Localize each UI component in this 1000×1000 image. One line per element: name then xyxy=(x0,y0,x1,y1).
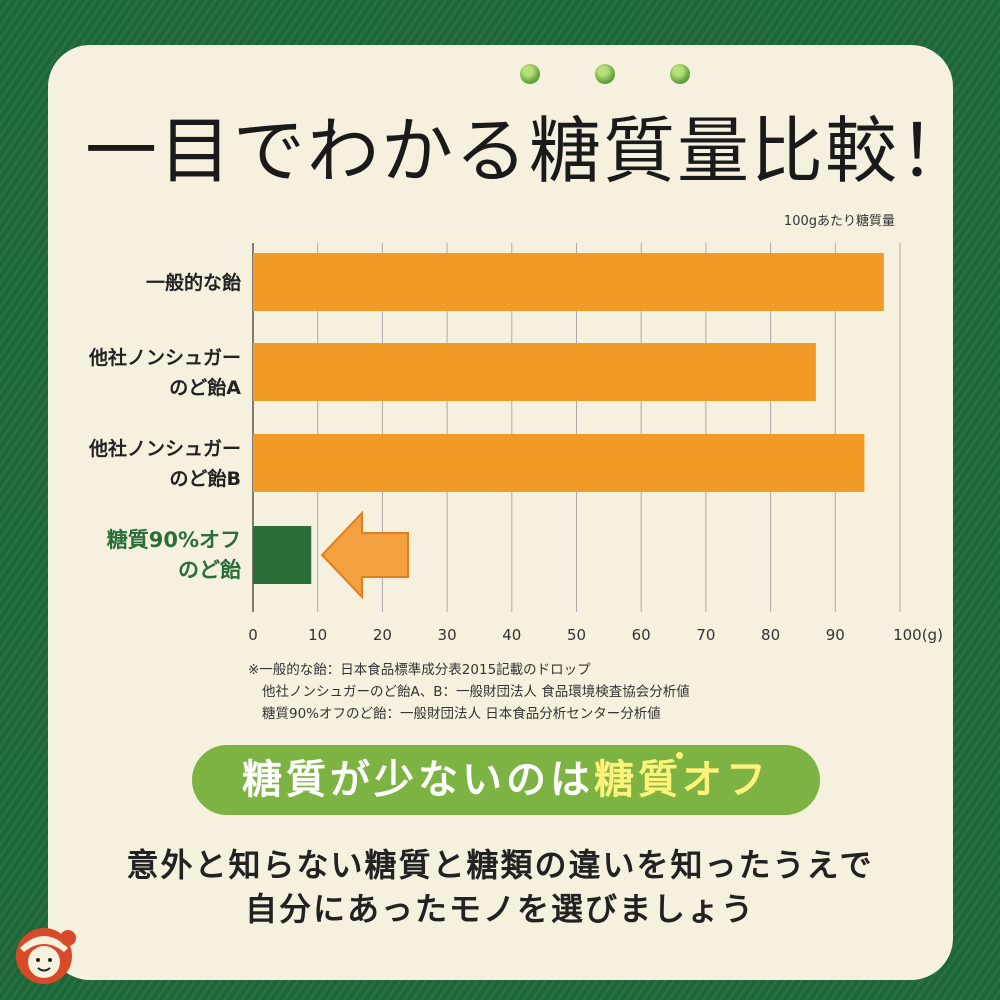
decorative-dots xyxy=(520,64,700,88)
banner-dot xyxy=(676,752,683,759)
bar-4 xyxy=(253,526,312,584)
bar-3 xyxy=(253,434,865,492)
footnote-1: ※一般的な飴：日本食品標準成分表2015記載のドロップ xyxy=(248,662,591,678)
footnote-3: 糖質90%オフのど飴：一般財団法人 日本食品分析センター分析値 xyxy=(262,706,661,722)
category-label: のど飴A xyxy=(169,376,241,399)
x-tick-label: 30 xyxy=(438,626,457,644)
x-tick-label: 50 xyxy=(567,626,586,644)
x-tick-label: 70 xyxy=(696,626,715,644)
x-tick-label: 10 xyxy=(308,626,327,644)
message-line-1: 意外と知らない糖質と糖類の違いを知ったうえで xyxy=(126,846,874,884)
category-label: 他社ノンシュガー xyxy=(88,437,241,460)
banner-text: 糖質が少ないのは xyxy=(242,757,594,803)
bar-1 xyxy=(253,253,884,311)
x-tick-label: 60 xyxy=(632,626,651,644)
x-tick-label: 80 xyxy=(761,626,780,644)
category-label: のど飴 xyxy=(178,558,241,582)
summary-banner: 糖質が少ないのは糖質オフ xyxy=(192,745,820,815)
category-label: 他社ノンシュガー xyxy=(88,346,241,369)
x-tick-label: 0 xyxy=(248,626,258,644)
message-line-2: 自分にあったモノを選びましょう xyxy=(244,890,755,928)
content-card xyxy=(48,45,953,980)
x-tick-label: 20 xyxy=(373,626,392,644)
category-label: 糖質90%オフ xyxy=(107,528,241,552)
page-title: 一目でわかる糖質量比較！ xyxy=(85,109,974,193)
left-arrow-icon xyxy=(320,510,409,600)
mascot-icon xyxy=(16,928,76,984)
green-dot-icon xyxy=(595,64,615,84)
category-label: のど飴B xyxy=(170,467,241,490)
x-tick-label: 40 xyxy=(502,626,521,644)
category-label: 一般的な飴 xyxy=(146,271,241,294)
x-tick-label: 90 xyxy=(826,626,845,644)
green-dot-icon xyxy=(670,64,690,84)
x-tick-label: 100(g) xyxy=(893,626,943,644)
unit-label: 100gあたり糖質量 xyxy=(783,214,895,229)
green-dot-icon xyxy=(520,64,540,84)
footnote-2: 他社ノンシュガーのど飴A、B：一般財団法人 食品環境検査協会分析値 xyxy=(262,684,690,700)
banner-highlight: 糖質オフ xyxy=(594,757,770,803)
bar-2 xyxy=(253,343,816,401)
